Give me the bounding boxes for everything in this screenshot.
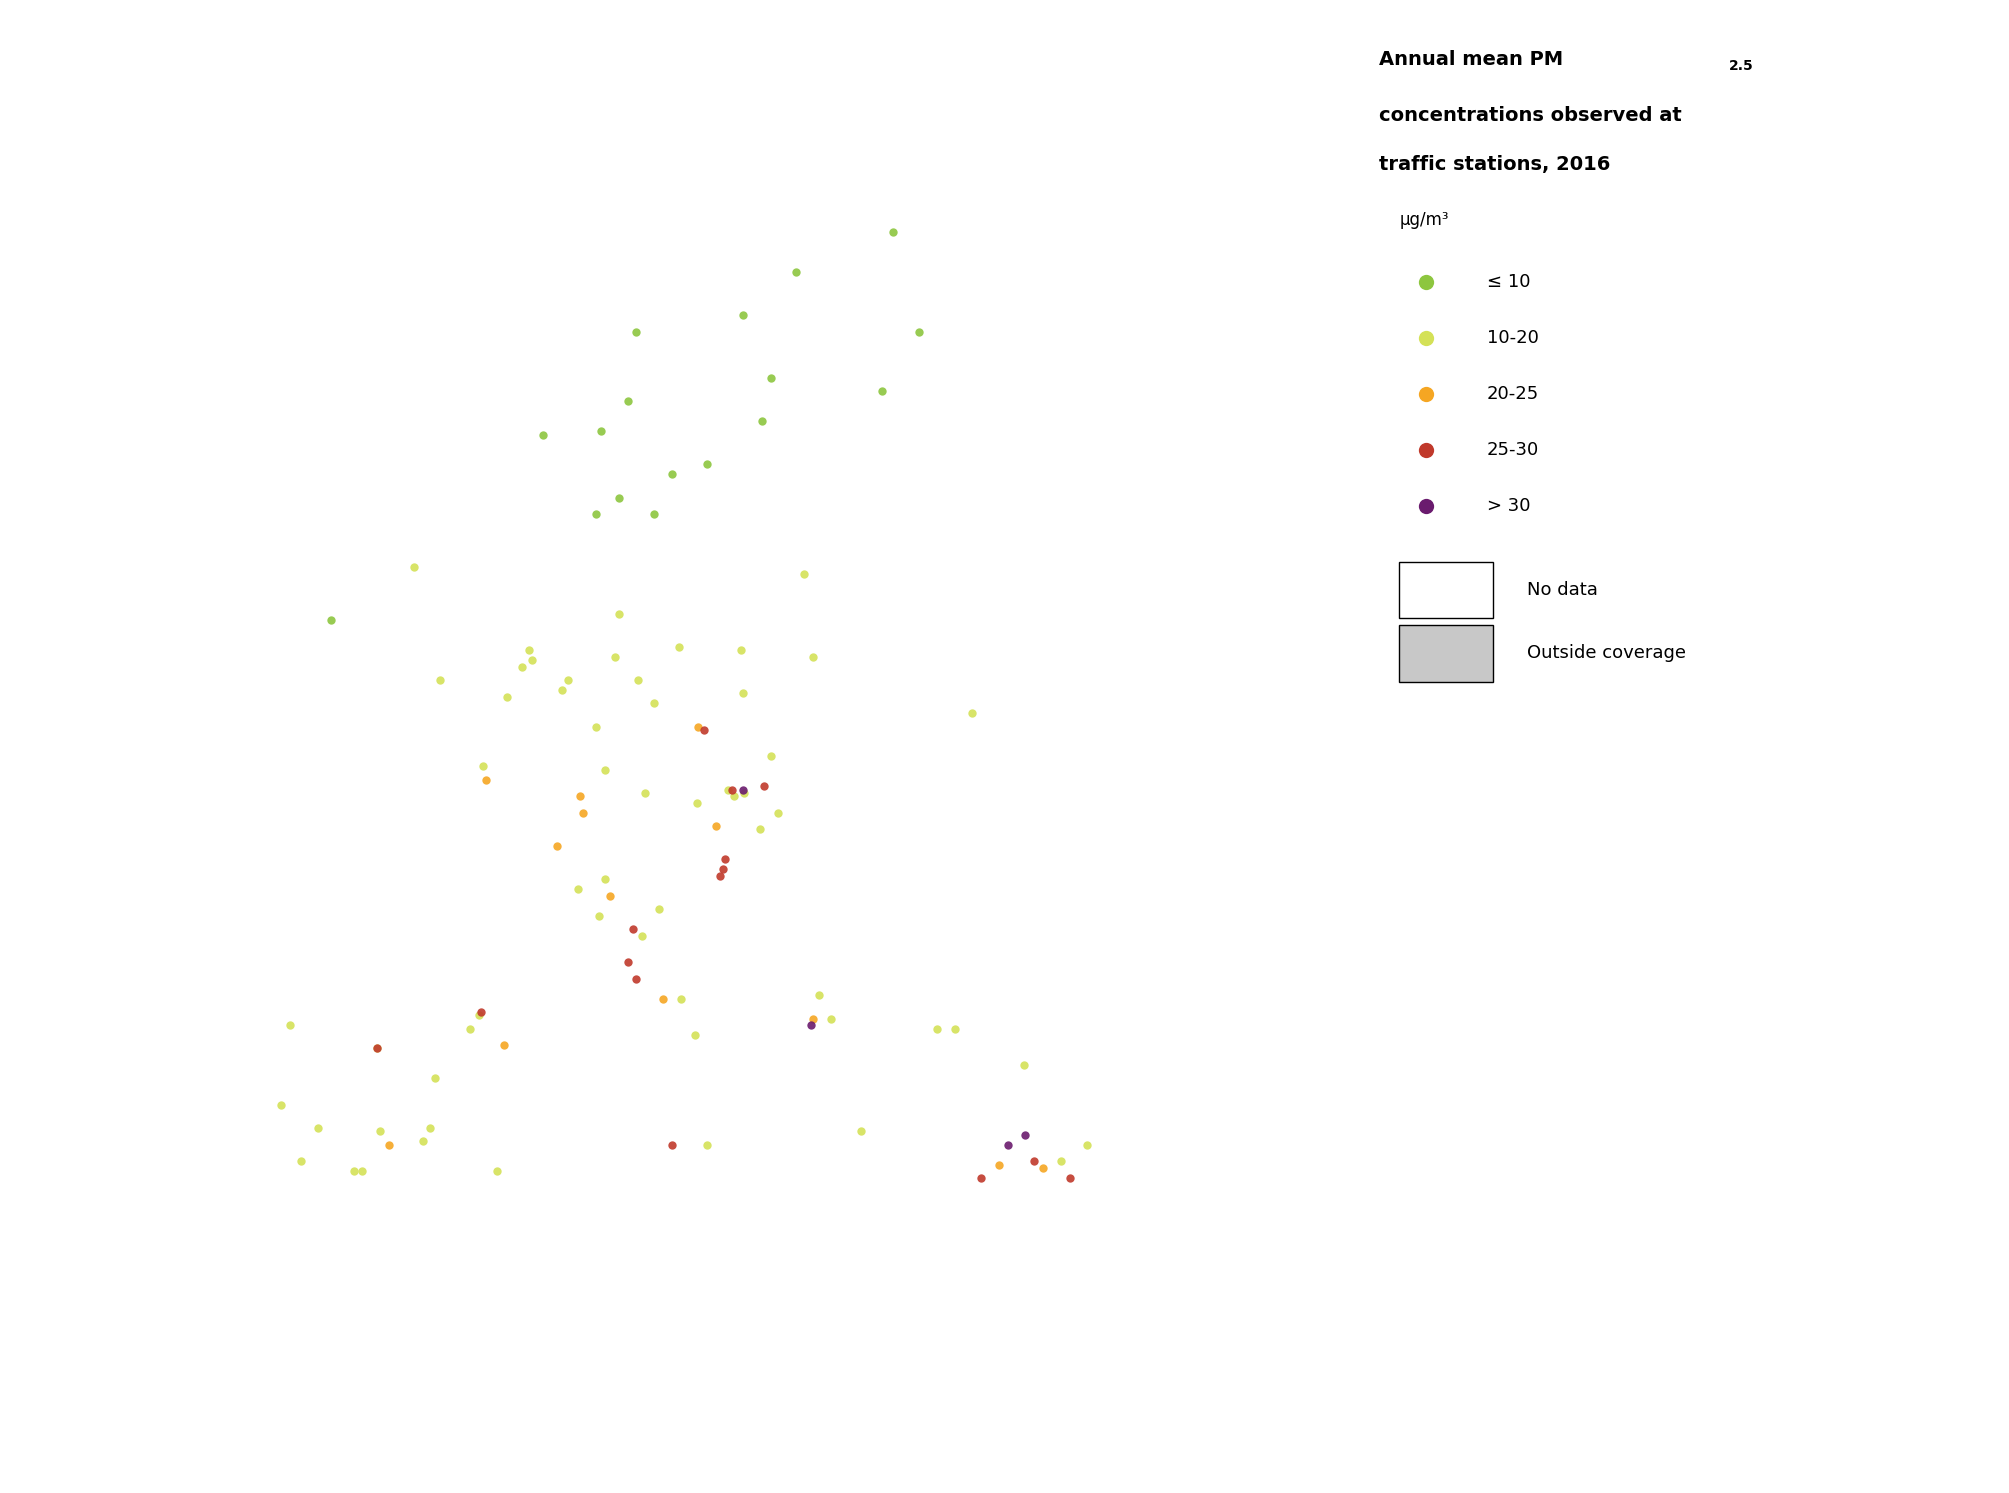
Text: 20-25: 20-25 [1487, 385, 1539, 403]
Text: Annual mean PM: Annual mean PM [1378, 49, 1563, 69]
Bar [1398, 626, 1493, 681]
Text: 2.5: 2.5 [1730, 60, 1754, 73]
Text: Outside coverage: Outside coverage [1527, 645, 1686, 663]
Text: 10-20: 10-20 [1487, 328, 1539, 346]
Text: 25-30: 25-30 [1487, 440, 1539, 458]
Text: No data: No data [1527, 581, 1597, 599]
Text: traffic stations, 2016: traffic stations, 2016 [1378, 155, 1611, 175]
Text: > 30: > 30 [1487, 497, 1531, 515]
Text: concentrations observed at: concentrations observed at [1378, 106, 1682, 125]
Text: ≤ 10: ≤ 10 [1487, 273, 1531, 291]
Bar [1398, 563, 1493, 618]
Text: μg/m³: μg/m³ [1398, 212, 1448, 230]
